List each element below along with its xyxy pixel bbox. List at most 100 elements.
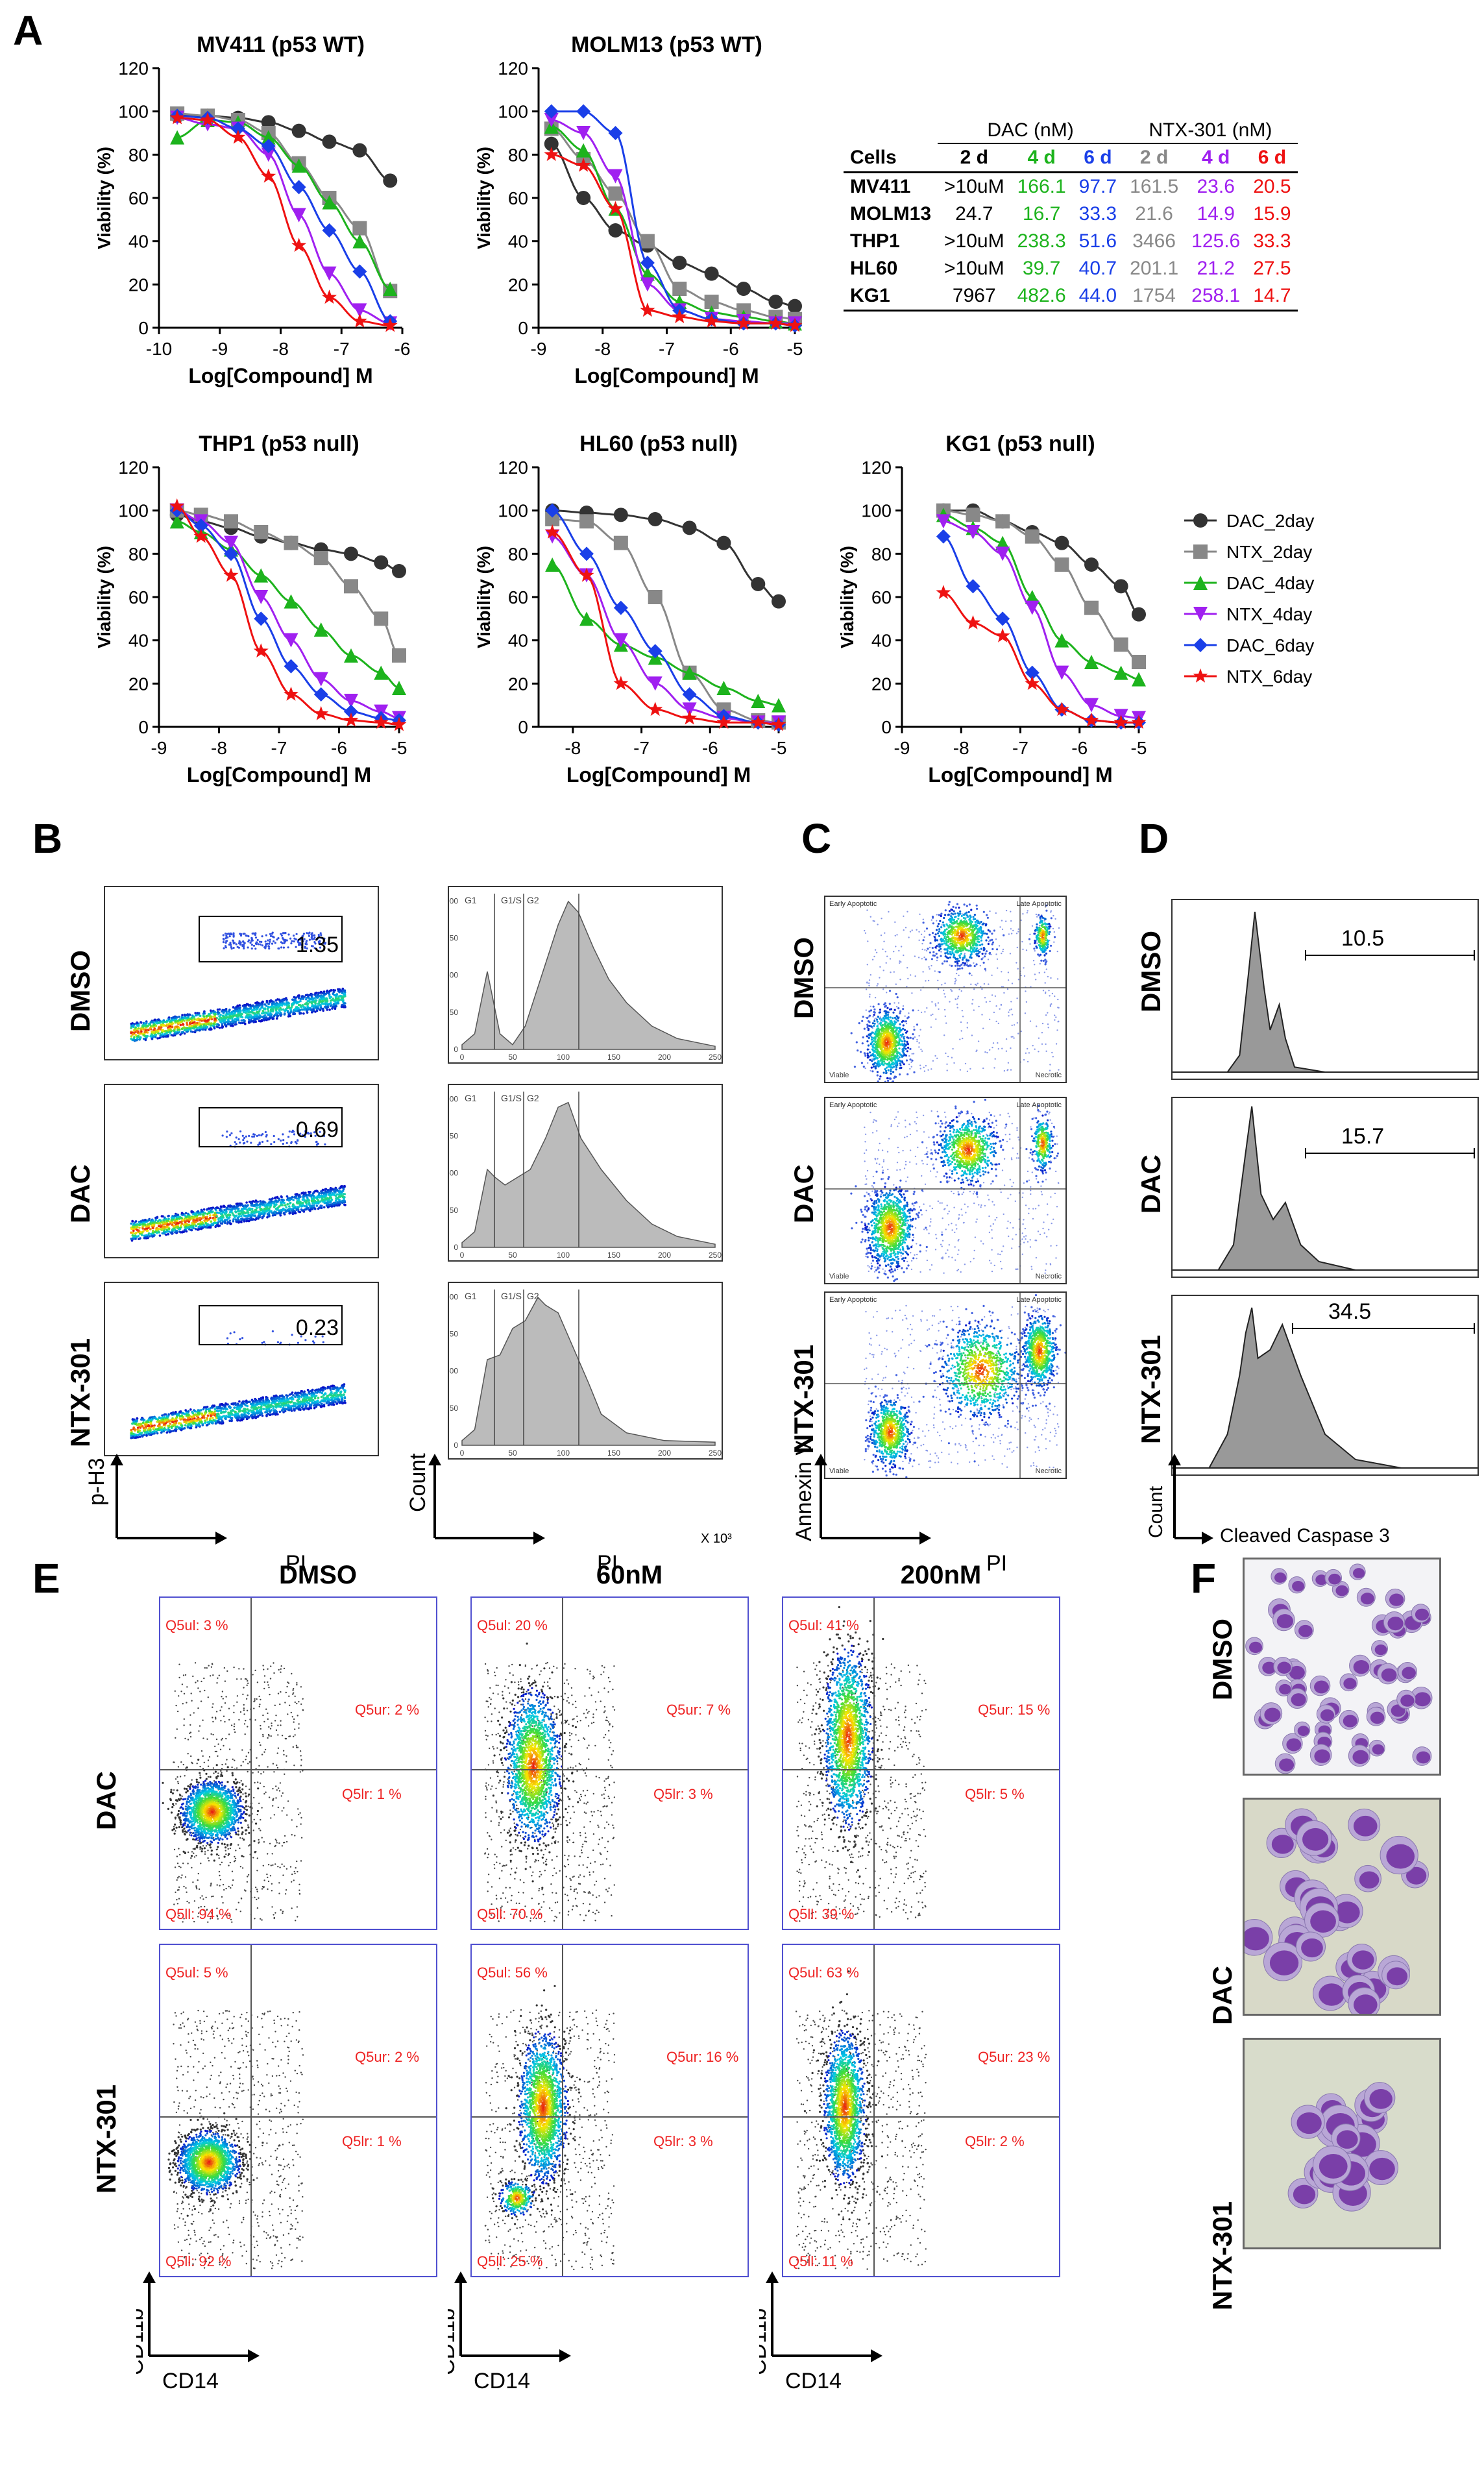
hist-y-tick: 1000 (449, 896, 458, 905)
data-point-NTX_6day (321, 289, 337, 304)
data-point-NTX_6day (995, 628, 1010, 642)
data-point-DAC_6day (995, 611, 1010, 626)
data-point-NTX_2day (254, 525, 269, 539)
gate-label: G2 (527, 1093, 539, 1103)
quadrant-label: Necrotic (1036, 1467, 1062, 1475)
y-tick-label: 20 (508, 674, 528, 694)
series-line-NTX_6day (943, 591, 1139, 724)
y-tick-label: 80 (508, 145, 528, 165)
data-point-DAC_4day (352, 234, 367, 249)
hist-y-tick: 500 (449, 1169, 458, 1178)
y-tick-label: 40 (128, 232, 149, 252)
data-point-DAC_6day (224, 546, 238, 561)
e-col-dmso: DMSO (221, 1561, 415, 1590)
data-point-NTX_4day (1084, 698, 1099, 713)
quadrant-percent: Q5ul: 56 % (477, 1964, 548, 1981)
data-point-NTX_6day (750, 715, 766, 729)
data-point-NTX_4day (966, 525, 980, 539)
data-point-NTX_6day (613, 676, 629, 691)
data-point-NTX_6day (936, 585, 951, 600)
data-point-DAC_6day (682, 687, 697, 702)
data-point-DAC_6day (193, 519, 208, 533)
hist-x-tick: 50 (508, 1053, 517, 1062)
x-tick-label: -5 (391, 738, 407, 758)
data-point-DAC_6day (230, 121, 245, 136)
x-tick-label: -6 (395, 339, 411, 359)
data-point-NTX_6day (682, 710, 698, 725)
y-tick-label: 0 (518, 318, 528, 338)
data-point-DAC_6day (322, 223, 337, 238)
x-axis-label: Log[Compound] M (187, 763, 371, 787)
quadrant-percent: Q5ul: 5 % (165, 1964, 228, 1981)
table-row: THP1 >10uM 238.3 51.6 3466 125.6 33.3 (844, 228, 1298, 255)
e-axis-y-label: CD11b (448, 2308, 459, 2375)
cd11b-cd14-scatter: Q5ul: 20 % Q5ur: 7 % Q5lr: 3 % Q5ll: 70 % (470, 1596, 749, 1930)
e-row-dac: DAC (91, 1771, 122, 1830)
table-cell: 7967 (938, 282, 1011, 311)
data-point-NTX_4day (261, 147, 276, 162)
data-point-DAC_2day (261, 115, 276, 130)
x-tick-label: -9 (212, 339, 228, 359)
data-point-DAC_6day (344, 704, 358, 719)
y-tick-label: 80 (128, 145, 149, 165)
quadrant-percent: Q5ur: 7 % (666, 1702, 731, 1718)
data-point-DAC_6day (640, 256, 655, 270)
legend-label: DAC_2day (1226, 511, 1314, 531)
data-point-DAC_6day (579, 546, 594, 561)
hist-y-tick: 250 (449, 1008, 458, 1017)
data-point-DAC_4day (344, 648, 358, 663)
table-cell: >10uM (938, 228, 1011, 255)
data-point-NTX_6day (223, 567, 239, 582)
data-point-NTX_2day (995, 514, 1010, 529)
data-point-DAC_6day (254, 611, 269, 626)
quadrant-label: Early Apoptotic (829, 1296, 877, 1304)
x-tick-label: -6 (1071, 738, 1088, 758)
x-tick-label: -5 (1131, 738, 1147, 758)
data-point-NTX_2day (704, 295, 719, 309)
chart-4: 0 20 40 60 80 100 120 -9 -8 -7 -6 -5 KG1 (p53 null) L… (837, 432, 1147, 787)
series-line-NTX_2day (177, 112, 391, 292)
data-point-DAC_4day (545, 557, 560, 572)
gate-label: G1 (465, 895, 477, 905)
quadrant-percent: Q5ur: 16 % (666, 2049, 738, 2065)
hist-y-tick: 0 (454, 1441, 458, 1450)
histogram-area (461, 1101, 716, 1248)
y-tick-label: 20 (508, 275, 528, 295)
data-point-DAC_4day (313, 622, 328, 637)
x-tick-label: -8 (594, 339, 611, 359)
data-point-NTX_6day (965, 615, 981, 630)
data-point-DAC_2day (768, 295, 783, 309)
panel-letter-d: D (1139, 814, 1169, 862)
y-tick-label: 40 (128, 631, 149, 651)
data-point-DAC_2day (383, 173, 398, 188)
x-tick-label: -6 (702, 738, 718, 758)
hist-x-tick: 150 (607, 1053, 620, 1062)
data-point-NTX_2day (672, 282, 687, 296)
table-cell: 20.5 (1247, 173, 1297, 201)
y-tick-label: 0 (138, 318, 149, 338)
data-point-NTX_4day (576, 126, 591, 140)
data-point-DAC_6day (576, 104, 591, 119)
chart-title: HL60 (p53 null) (579, 432, 738, 456)
data-point-DAC_4day (995, 535, 1010, 550)
e-axis-y-label: CD11b (136, 2308, 148, 2375)
x-tick-label: -8 (273, 339, 289, 359)
data-point-NTX_2day (374, 611, 389, 626)
micrograph-dmso (1243, 1558, 1441, 1776)
data-point-NTX_4day (352, 303, 367, 318)
data-point-NTX_6day (1113, 715, 1129, 729)
b-axis-y-label: p-H3 (84, 1458, 110, 1506)
row-label-b-dac: DAC (65, 1164, 96, 1223)
data-point-DAC_2day (772, 594, 786, 609)
data-point-NTX_6day (640, 302, 655, 317)
quadrant-label: Early Apoptotic (829, 900, 877, 908)
table-cell: 21.2 (1185, 255, 1247, 282)
b-hist-axis-y-label: Count (406, 1453, 431, 1512)
data-point-NTX_4day (224, 535, 238, 550)
hist-x-tick: 100 (557, 1053, 570, 1062)
data-point-NTX_4day (1193, 607, 1208, 621)
data-point-NTX_6day (200, 112, 215, 127)
quadrant-percent: Q5lr: 3 % (653, 2133, 713, 2149)
data-point-NTX_4day (544, 113, 559, 127)
